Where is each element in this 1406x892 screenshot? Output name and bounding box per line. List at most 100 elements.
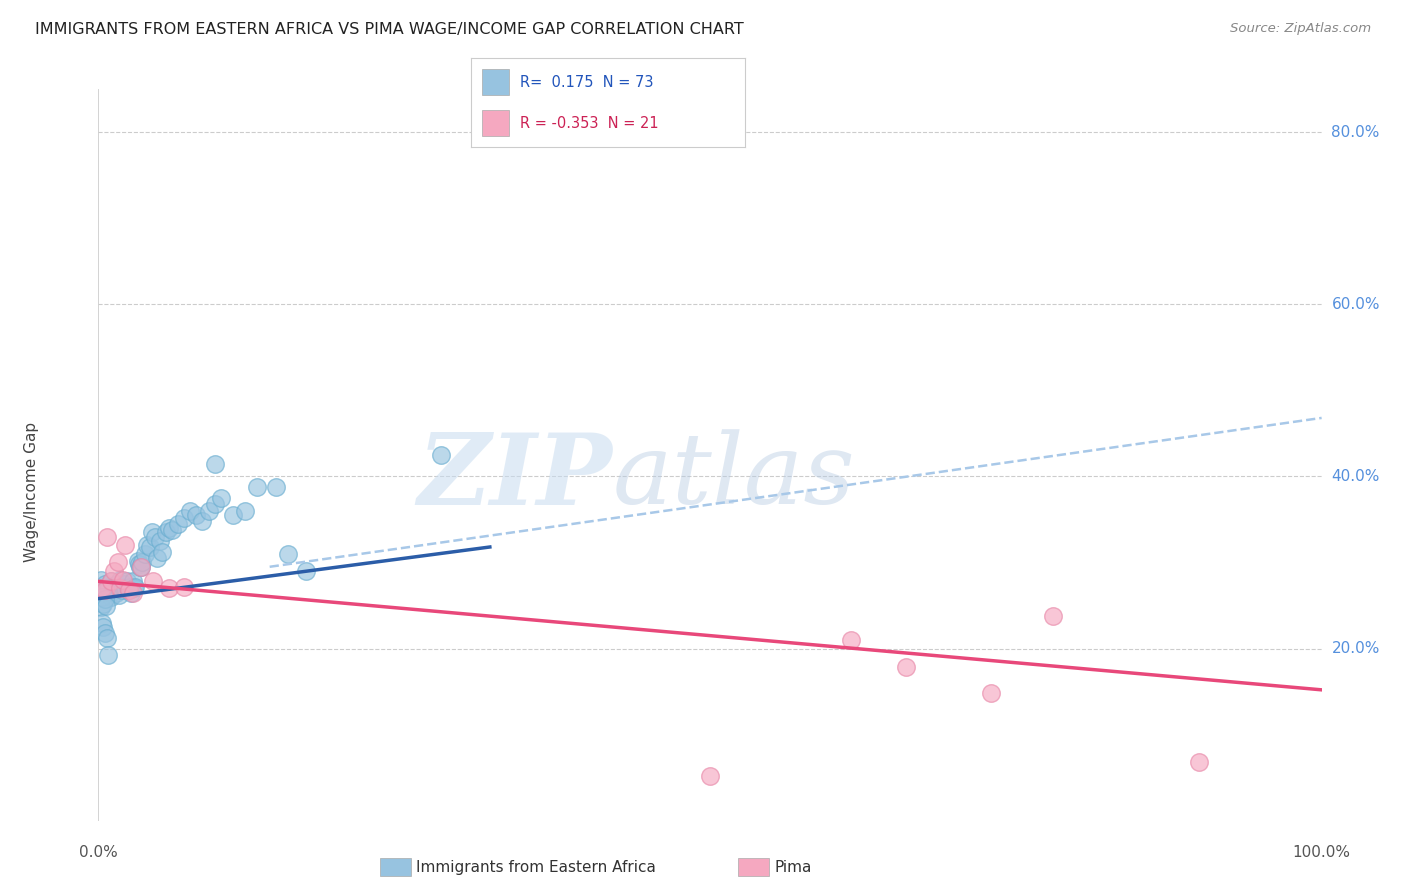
Point bbox=[118, 582, 141, 597]
Point bbox=[91, 597, 114, 611]
Point bbox=[124, 580, 146, 594]
Point bbox=[134, 547, 156, 561]
Point bbox=[128, 558, 150, 572]
Point bbox=[233, 504, 256, 518]
Point bbox=[699, 769, 721, 783]
Point bbox=[107, 556, 129, 570]
Point bbox=[111, 582, 134, 597]
Point bbox=[117, 582, 139, 596]
Point bbox=[91, 590, 114, 604]
Text: R = -0.353  N = 21: R = -0.353 N = 21 bbox=[520, 116, 659, 130]
Bar bbox=[482, 69, 509, 95]
Point bbox=[129, 559, 152, 574]
Point bbox=[173, 580, 195, 594]
Text: 60.0%: 60.0% bbox=[1331, 297, 1379, 312]
Point bbox=[143, 530, 166, 544]
Point bbox=[131, 556, 153, 570]
Text: R=  0.175  N = 73: R= 0.175 N = 73 bbox=[520, 75, 654, 89]
Point bbox=[115, 574, 138, 589]
Text: Source: ZipAtlas.com: Source: ZipAtlas.com bbox=[1230, 22, 1371, 36]
Text: 80.0%: 80.0% bbox=[1331, 125, 1379, 140]
Point bbox=[839, 632, 862, 647]
Text: ZIP: ZIP bbox=[418, 429, 612, 525]
Point bbox=[91, 615, 114, 630]
Point bbox=[110, 573, 132, 587]
Point bbox=[157, 521, 180, 535]
Point bbox=[110, 582, 132, 596]
Point bbox=[980, 686, 1002, 700]
Point bbox=[91, 620, 114, 634]
Point bbox=[173, 510, 195, 524]
Point bbox=[160, 523, 183, 537]
Point bbox=[93, 582, 115, 597]
Point bbox=[120, 580, 142, 594]
Point bbox=[94, 599, 117, 613]
Point bbox=[100, 574, 122, 589]
Point bbox=[114, 582, 136, 596]
Text: 0.0%: 0.0% bbox=[79, 845, 118, 860]
Point bbox=[101, 580, 124, 594]
Text: 100.0%: 100.0% bbox=[1292, 845, 1351, 860]
Point bbox=[112, 577, 135, 591]
Point bbox=[197, 504, 219, 518]
Point bbox=[122, 582, 145, 596]
Point bbox=[90, 600, 112, 615]
Point bbox=[157, 582, 180, 596]
Point bbox=[150, 545, 173, 559]
Point bbox=[93, 577, 115, 591]
Point bbox=[127, 554, 149, 568]
Point bbox=[129, 559, 152, 574]
Point bbox=[105, 577, 128, 591]
Point bbox=[91, 582, 114, 596]
Point bbox=[209, 491, 232, 505]
Point bbox=[114, 538, 136, 552]
Text: 20.0%: 20.0% bbox=[1331, 641, 1379, 656]
Point bbox=[129, 559, 152, 574]
Point bbox=[120, 585, 142, 599]
Point bbox=[111, 573, 134, 587]
Point bbox=[1042, 608, 1064, 623]
Point bbox=[146, 551, 169, 566]
Point bbox=[191, 514, 214, 528]
Point bbox=[118, 582, 141, 597]
Point bbox=[91, 582, 114, 596]
Point bbox=[136, 538, 159, 552]
Point bbox=[167, 516, 190, 531]
Point bbox=[204, 457, 226, 471]
Point bbox=[97, 582, 120, 596]
Point bbox=[141, 525, 163, 540]
Text: Wage/Income Gap: Wage/Income Gap bbox=[24, 421, 38, 562]
Point bbox=[186, 508, 208, 523]
Point bbox=[98, 580, 121, 594]
Point bbox=[121, 574, 143, 589]
Point bbox=[96, 530, 118, 544]
Point bbox=[121, 585, 143, 599]
Point bbox=[107, 582, 129, 596]
Point bbox=[277, 547, 299, 561]
Text: Immigrants from Eastern Africa: Immigrants from Eastern Africa bbox=[416, 860, 657, 874]
Point bbox=[894, 660, 917, 674]
Point bbox=[93, 591, 115, 606]
Point bbox=[142, 574, 165, 589]
Point bbox=[246, 480, 269, 494]
Text: IMMIGRANTS FROM EASTERN AFRICA VS PIMA WAGE/INCOME GAP CORRELATION CHART: IMMIGRANTS FROM EASTERN AFRICA VS PIMA W… bbox=[35, 22, 744, 37]
Text: 40.0%: 40.0% bbox=[1331, 469, 1379, 484]
Point bbox=[96, 582, 118, 597]
Point bbox=[101, 584, 124, 599]
Text: atlas: atlas bbox=[612, 429, 855, 524]
Point bbox=[100, 590, 122, 604]
Point bbox=[149, 533, 172, 548]
Point bbox=[103, 582, 125, 597]
Point bbox=[430, 448, 453, 462]
Point bbox=[111, 580, 134, 594]
Bar bbox=[482, 110, 509, 136]
Point bbox=[264, 480, 287, 494]
Point bbox=[96, 631, 118, 645]
Point bbox=[204, 497, 226, 511]
Point bbox=[91, 585, 114, 599]
Point bbox=[90, 573, 112, 587]
Point bbox=[93, 626, 115, 640]
Point bbox=[179, 504, 201, 518]
Point bbox=[222, 508, 245, 523]
Point bbox=[295, 564, 318, 578]
